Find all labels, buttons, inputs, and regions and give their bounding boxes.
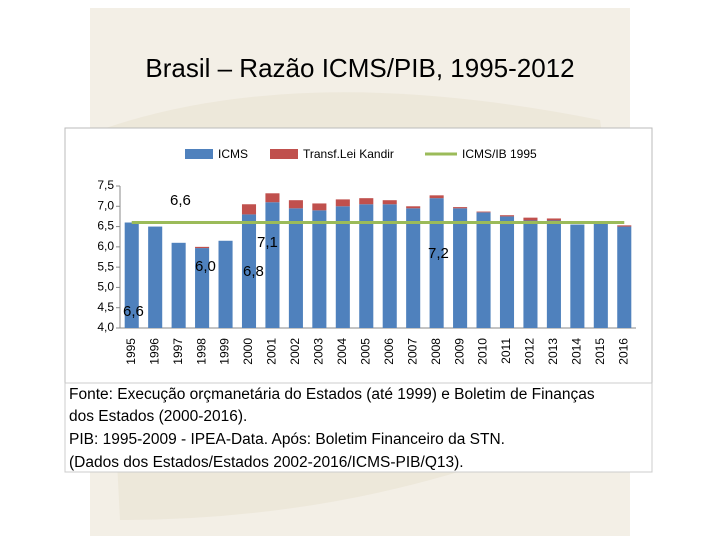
bar bbox=[312, 210, 327, 328]
y-tick-label: 6,5 bbox=[97, 219, 114, 233]
bar bbox=[288, 208, 303, 328]
bar bbox=[570, 224, 585, 328]
annotation: 6,6 bbox=[170, 192, 191, 209]
x-tick-label: 1999 bbox=[218, 338, 232, 365]
bar bbox=[359, 204, 374, 328]
bar bbox=[546, 218, 561, 221]
bar bbox=[195, 248, 210, 328]
bar bbox=[218, 240, 233, 328]
bar bbox=[241, 204, 257, 215]
x-tick-label: 2002 bbox=[288, 338, 302, 365]
x-tick-label: 1998 bbox=[194, 338, 208, 365]
y-tick-label: 7,5 bbox=[97, 178, 114, 192]
x-tick-label: 1996 bbox=[147, 338, 161, 365]
x-tick-label: 2001 bbox=[265, 338, 279, 365]
bar bbox=[382, 200, 397, 205]
x-tick-label: 2009 bbox=[452, 338, 466, 365]
bar bbox=[171, 242, 186, 328]
bar bbox=[406, 208, 421, 328]
y-tick-label: 4,5 bbox=[97, 300, 114, 314]
x-tick-label: 2007 bbox=[405, 338, 419, 365]
bar bbox=[476, 212, 491, 328]
x-tick-label: 2012 bbox=[523, 338, 537, 365]
bar bbox=[476, 211, 491, 213]
annotation: 7,1 bbox=[257, 234, 278, 251]
bar bbox=[453, 208, 468, 328]
annotation: 7,2 bbox=[428, 245, 449, 262]
annotation: 6,8 bbox=[243, 263, 264, 280]
bar bbox=[359, 198, 374, 205]
notes-box bbox=[64, 382, 653, 473]
bar bbox=[124, 222, 139, 328]
x-tick-label: 2000 bbox=[241, 338, 255, 365]
x-tick-label: 2013 bbox=[546, 338, 560, 365]
x-tick-label: 1997 bbox=[171, 338, 185, 365]
bar bbox=[265, 202, 280, 328]
x-tick-label: 2004 bbox=[335, 338, 349, 365]
x-tick-label: 2005 bbox=[358, 338, 372, 365]
x-tick-label: 2003 bbox=[312, 338, 326, 365]
x-tick-label: 2008 bbox=[429, 338, 443, 365]
annotation: 6,6 bbox=[123, 303, 144, 320]
note-line: PIB: 1995-2009 - IPEA-Data. Após: Boleti… bbox=[69, 431, 505, 448]
y-tick-label: 5,0 bbox=[97, 280, 114, 294]
y-tick-label: 6,0 bbox=[97, 239, 114, 253]
bar bbox=[312, 203, 327, 211]
bar bbox=[453, 207, 468, 209]
annotation: 6,0 bbox=[195, 258, 216, 275]
bar bbox=[148, 226, 163, 328]
bar bbox=[523, 220, 538, 328]
bar bbox=[241, 214, 257, 328]
bar bbox=[288, 200, 303, 209]
bar bbox=[617, 226, 632, 328]
bar bbox=[523, 217, 538, 221]
x-tick-label: 2011 bbox=[499, 338, 513, 364]
bar bbox=[265, 193, 280, 203]
note-line: dos Estados (2000-2016). bbox=[69, 408, 247, 425]
note-line: (Dados dos Estados/Estados 2002-2016/ICM… bbox=[69, 454, 464, 471]
legend-label: Transf.Lei Kandir bbox=[303, 147, 394, 161]
x-tick-label: 2010 bbox=[476, 338, 490, 365]
bar bbox=[499, 216, 515, 328]
legend-swatch bbox=[185, 149, 213, 159]
bar bbox=[429, 195, 444, 199]
bar bbox=[195, 246, 210, 249]
x-tick-label: 2016 bbox=[616, 338, 630, 365]
bar bbox=[499, 215, 515, 217]
bar bbox=[546, 220, 561, 328]
x-tick-label: 1995 bbox=[124, 338, 138, 365]
x-tick-label: 2015 bbox=[593, 338, 607, 365]
x-tick-label: 2006 bbox=[382, 338, 396, 365]
legend-swatch bbox=[270, 149, 298, 159]
y-tick-label: 7,0 bbox=[97, 198, 114, 212]
bar bbox=[429, 198, 444, 328]
bar bbox=[617, 225, 632, 227]
bar bbox=[593, 222, 608, 328]
bar bbox=[335, 206, 350, 328]
bar bbox=[335, 199, 350, 207]
bar bbox=[382, 204, 397, 328]
x-tick-label: 2014 bbox=[570, 338, 584, 365]
bar bbox=[406, 206, 421, 209]
legend-label: ICMS bbox=[218, 147, 248, 161]
note-line: Fonte: Execução orçmanetária do Estados … bbox=[69, 386, 595, 403]
legend-label: ICMS/IB 1995 bbox=[462, 147, 537, 161]
y-tick-label: 5,5 bbox=[97, 259, 114, 273]
slide-title: Brasil – Razão ICMS/PIB, 1995-2012 bbox=[145, 53, 574, 83]
y-tick-label: 4,0 bbox=[97, 320, 114, 334]
